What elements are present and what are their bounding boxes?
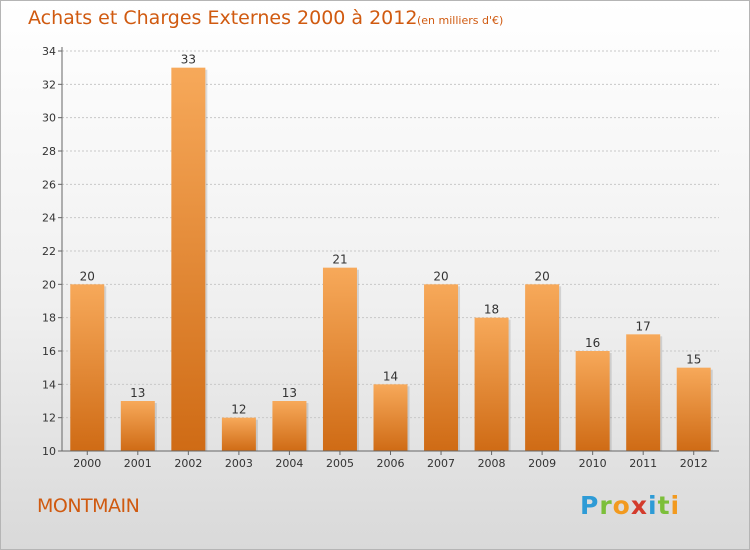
y-tick-label: 28 xyxy=(42,145,56,158)
y-tick-label: 10 xyxy=(42,445,56,458)
data-label: 17 xyxy=(636,319,651,333)
bar-2009 xyxy=(525,284,560,451)
bar-2008 xyxy=(474,317,509,451)
data-label: 20 xyxy=(433,269,448,283)
bar-2002 xyxy=(171,67,206,452)
commune-name: MONTMAIN xyxy=(37,495,140,517)
bar-2004 xyxy=(272,401,307,451)
x-tick-label: 2000 xyxy=(73,457,101,470)
logo-letter: P xyxy=(580,491,600,520)
axes xyxy=(58,47,719,455)
data-label: 20 xyxy=(534,269,549,283)
logo-letter: i xyxy=(670,491,681,520)
logo-letter: r xyxy=(599,491,613,520)
y-tick-label: 22 xyxy=(42,245,56,258)
bar-2011 xyxy=(626,334,661,451)
chart-title: Achats et Charges Externes 2000 à 2012 xyxy=(28,7,418,29)
y-tick-label: 34 xyxy=(42,45,56,58)
x-tick-label: 2005 xyxy=(326,457,354,470)
bar-2010 xyxy=(575,351,610,451)
x-tick-label: 2002 xyxy=(174,457,202,470)
labels: 10 12 14 16 18 20 22 24 26 28 30 32 34 20 2000 13 2001 33… xyxy=(42,45,708,470)
data-label: 13 xyxy=(130,386,145,400)
data-label: 14 xyxy=(383,369,398,383)
logo-letter: o xyxy=(612,491,631,520)
y-tick-label: 26 xyxy=(42,178,56,191)
y-tick-label: 16 xyxy=(42,345,56,358)
x-tick-label: 2010 xyxy=(579,457,607,470)
data-label: 33 xyxy=(181,53,196,67)
bar-2001 xyxy=(120,401,155,451)
y-tick-label: 24 xyxy=(42,212,56,225)
logo-letter: x xyxy=(630,491,648,520)
x-tick-label: 2008 xyxy=(478,457,506,470)
y-tick-label: 20 xyxy=(42,278,56,291)
y-tick-label: 12 xyxy=(42,412,56,425)
data-label: 15 xyxy=(686,353,701,367)
bar-2012 xyxy=(676,367,711,451)
logo-letter: t xyxy=(657,491,671,520)
x-tick-label: 2006 xyxy=(377,457,405,470)
chart-subtitle: (en milliers d'€) xyxy=(417,14,504,27)
data-label: 13 xyxy=(282,386,297,400)
y-tick-label: 32 xyxy=(42,78,56,91)
data-label: 20 xyxy=(80,269,95,283)
bar-2000 xyxy=(70,284,105,451)
logo-letter: i xyxy=(648,491,658,520)
x-tick-label: 2011 xyxy=(629,457,657,470)
data-label: 12 xyxy=(231,403,246,417)
bar-2007 xyxy=(424,284,459,451)
proxiti-logo: Proxiti xyxy=(580,491,680,520)
y-tick-label: 18 xyxy=(42,312,56,325)
x-tick-label: 2001 xyxy=(124,457,152,470)
y-tick-label: 30 xyxy=(42,112,56,125)
data-label: 16 xyxy=(585,336,600,350)
grid-lines xyxy=(62,50,719,419)
bar-2003 xyxy=(221,417,256,451)
bar-2005 xyxy=(322,267,357,451)
bar-2006 xyxy=(373,384,408,451)
x-tick-label: 2007 xyxy=(427,457,455,470)
x-tick-label: 2004 xyxy=(275,457,303,470)
data-label: 21 xyxy=(332,253,347,267)
x-tick-label: 2009 xyxy=(528,457,556,470)
x-tick-label: 2003 xyxy=(225,457,253,470)
x-tick-label: 2012 xyxy=(680,457,708,470)
data-label: 18 xyxy=(484,303,499,317)
bars xyxy=(70,67,713,452)
y-tick-label: 14 xyxy=(42,378,56,391)
